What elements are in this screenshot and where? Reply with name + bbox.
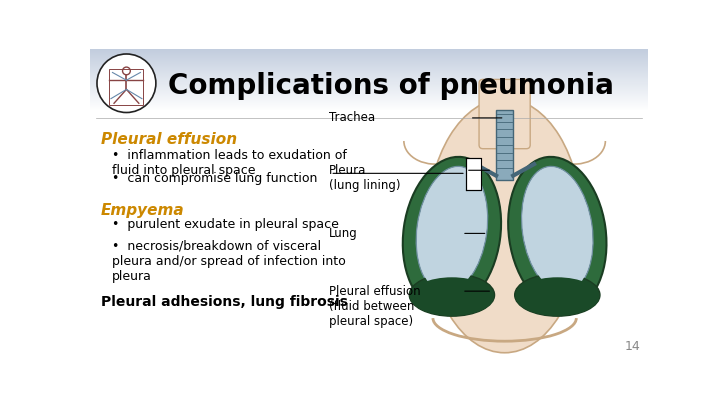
Bar	[90, 91, 648, 92]
Bar	[90, 70, 648, 71]
Text: Pleural effusion
(fluid between
pleural space): Pleural effusion (fluid between pleural …	[329, 285, 420, 328]
Bar	[90, 62, 648, 63]
Bar	[90, 54, 648, 55]
Bar	[90, 87, 648, 89]
Bar	[90, 77, 648, 79]
Ellipse shape	[508, 157, 606, 310]
Bar	[90, 98, 648, 99]
Bar	[466, 158, 482, 190]
Bar	[90, 100, 648, 101]
Bar	[90, 65, 648, 66]
Text: Pleural adhesions, lung fibrosis: Pleural adhesions, lung fibrosis	[101, 295, 348, 309]
Bar	[90, 89, 648, 90]
Bar	[90, 81, 648, 83]
Bar	[90, 49, 648, 50]
Bar	[90, 90, 648, 91]
Bar	[90, 96, 648, 97]
Bar	[90, 57, 648, 58]
Bar	[90, 61, 648, 62]
Bar	[90, 51, 648, 52]
Text: Pleura
(lung lining): Pleura (lung lining)	[329, 164, 400, 192]
Bar	[90, 93, 648, 94]
Bar	[90, 67, 648, 68]
Bar	[90, 85, 648, 87]
Text: •  can compromise lung function: • can compromise lung function	[112, 172, 317, 185]
Ellipse shape	[427, 99, 582, 353]
Ellipse shape	[402, 157, 501, 310]
Bar	[90, 97, 648, 98]
Bar	[90, 58, 648, 59]
Text: 14: 14	[624, 340, 640, 353]
Bar	[90, 72, 648, 73]
Bar	[90, 74, 648, 75]
Bar	[90, 60, 648, 61]
Bar	[90, 108, 648, 109]
Text: •  purulent exudate in pleural space: • purulent exudate in pleural space	[112, 218, 338, 231]
Bar	[90, 107, 648, 108]
Bar	[90, 68, 648, 69]
Bar	[90, 50, 648, 51]
Bar	[90, 94, 648, 95]
Ellipse shape	[416, 166, 487, 293]
Bar	[90, 64, 648, 65]
Text: Pleural effusion: Pleural effusion	[101, 132, 237, 147]
Bar	[90, 95, 648, 96]
Bar	[90, 106, 648, 107]
Text: •  inflammation leads to exudation of
fluid into pleural space: • inflammation leads to exudation of flu…	[112, 149, 346, 177]
Ellipse shape	[417, 167, 487, 292]
Bar	[90, 102, 648, 103]
Bar	[90, 103, 648, 104]
Bar	[90, 99, 648, 100]
Text: Trachea: Trachea	[329, 111, 375, 124]
FancyBboxPatch shape	[479, 79, 530, 149]
Bar	[90, 76, 648, 77]
Bar	[90, 52, 648, 53]
Ellipse shape	[409, 274, 495, 316]
Text: Lung: Lung	[329, 227, 357, 240]
Bar	[90, 69, 648, 70]
Bar	[90, 59, 648, 60]
Bar	[90, 63, 648, 64]
Ellipse shape	[516, 277, 599, 316]
Bar	[90, 73, 648, 74]
Text: Empyema: Empyema	[101, 202, 184, 217]
Circle shape	[97, 54, 156, 113]
Text: Complications of pneumonia: Complications of pneumonia	[168, 72, 613, 100]
Ellipse shape	[523, 167, 593, 292]
Bar	[90, 92, 648, 93]
Bar	[90, 104, 648, 105]
Bar	[90, 71, 648, 72]
Bar	[90, 56, 648, 57]
Bar	[90, 53, 648, 54]
Bar	[496, 110, 513, 179]
Bar	[90, 105, 648, 106]
Bar	[90, 66, 648, 67]
Ellipse shape	[515, 274, 600, 316]
Bar	[90, 101, 648, 102]
Bar	[90, 79, 648, 81]
Bar	[90, 83, 648, 85]
Bar	[109, 69, 143, 105]
Bar	[90, 109, 648, 110]
Bar	[90, 55, 648, 56]
Text: •  necrosis/breakdown of visceral
pleura and/or spread of infection into
pleura: • necrosis/breakdown of visceral pleura …	[112, 240, 346, 283]
Ellipse shape	[410, 277, 494, 316]
Bar	[90, 75, 648, 76]
Ellipse shape	[522, 166, 593, 293]
